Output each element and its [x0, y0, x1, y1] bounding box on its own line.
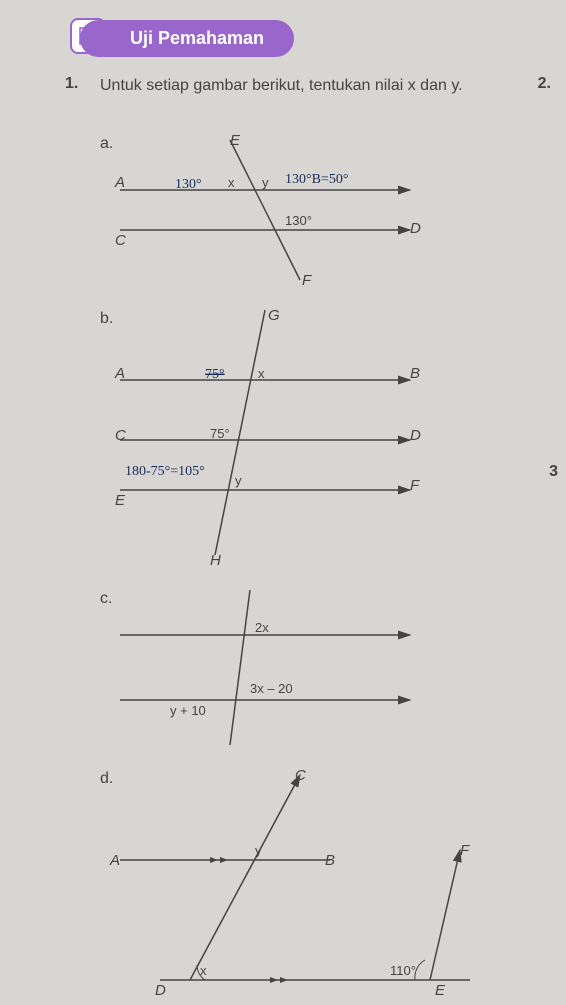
point-A-d: A [109, 852, 120, 869]
point-F: F [302, 272, 312, 289]
header-title: Uji Pemahaman [130, 28, 264, 48]
point-D-d: D [155, 982, 166, 999]
point-C-b: C [115, 427, 126, 444]
hand-105: 180-75°=105° [125, 464, 205, 479]
point-A-b: A [114, 365, 125, 382]
header-pill: Uji Pemahaman [80, 20, 294, 57]
angle-75: 75° [210, 426, 230, 441]
question-text: Untuk setiap gambar berikut, tentukan ni… [100, 75, 536, 97]
angle-x-b: x [258, 366, 265, 381]
diagram-c: 2x 3x – 20 y + 10 [110, 585, 470, 760]
hand-130: 130° [175, 177, 202, 192]
point-C: C [115, 232, 126, 249]
hand-calc: 130°B=50° [285, 172, 348, 187]
diagram-a: E A D C F x y 130° 130° 130°B=50° [110, 135, 470, 300]
point-F-d: F [460, 842, 470, 859]
question-number: 1. [65, 75, 78, 93]
point-D: D [410, 220, 421, 237]
point-E-b: E [115, 492, 126, 509]
point-D-b: D [410, 427, 421, 444]
question-2-number: 2. [538, 75, 551, 93]
angle-y-b: y [235, 473, 242, 488]
angle-110: 110° [390, 963, 416, 978]
point-F-b: F [410, 477, 420, 494]
angle-130: 130° [285, 213, 312, 228]
point-E-d: E [435, 982, 446, 999]
angle-y: y [262, 175, 269, 190]
angle-x-d: x [200, 963, 207, 978]
point-E: E [230, 132, 241, 149]
hand-75x: 75° [205, 367, 225, 382]
angle-x: x [228, 175, 235, 190]
diagram-d: C A B F D E y x 110° [100, 760, 520, 1005]
angle-y-d: y [255, 843, 262, 858]
angle-y10: y + 10 [170, 703, 206, 718]
point-G: G [268, 307, 280, 324]
angle-2x: 2x [255, 620, 269, 635]
point-B-b: B [410, 365, 420, 382]
angle-3x20: 3x – 20 [250, 681, 293, 696]
point-C-d: C [295, 767, 306, 784]
diagram-b: G A B C D E F H x 75° y 75° 180-75°=105° [110, 300, 470, 575]
side-3: 3 [549, 463, 558, 481]
point-H: H [210, 552, 221, 569]
point-B-d: B [325, 852, 335, 869]
question-1: 1. Untuk setiap gambar berikut, tentukan… [70, 75, 536, 97]
point-A: A [114, 174, 125, 191]
